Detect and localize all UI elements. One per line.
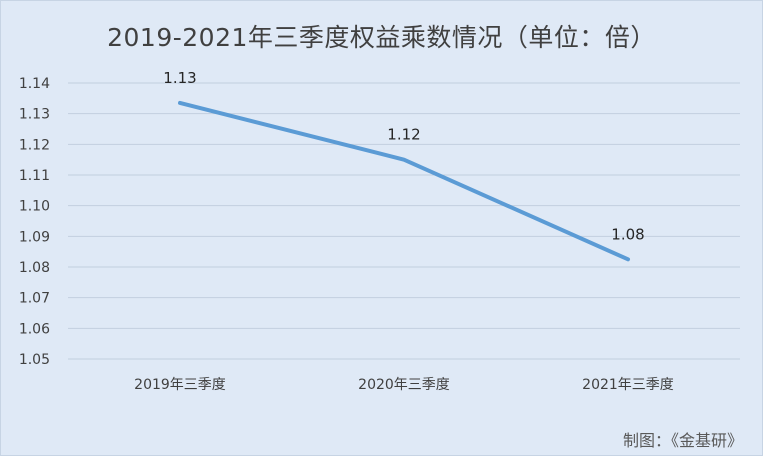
x-tick-label: 2020年三季度 [358,377,450,393]
y-tick-label: 1.09 [19,229,50,245]
y-tick-label: 1.07 [19,291,50,307]
y-tick-label: 1.06 [19,321,50,337]
data-label: 1.13 [163,69,196,87]
data-label: 1.12 [387,126,420,144]
chart-credit: 制图：《金基研》 [622,431,743,450]
chart-title: 2019-2021年三季度权益乘数情况（单位：倍） [107,23,656,52]
y-axis-ticks: 1.14 1.13 1.12 1.11 1.10 1.09 1.08 1.07 1.06 1.05 [19,76,50,368]
x-axis-ticks: 2019年三季度 2020年三季度 2021年三季度 [134,377,674,393]
data-labels: 1.13 1.12 1.08 [163,69,644,243]
y-tick-label: 1.14 [19,76,50,92]
x-tick-label: 2021年三季度 [582,377,674,393]
y-tick-label: 1.12 [19,137,50,153]
data-label: 1.08 [611,225,644,243]
y-tick-label: 1.11 [19,168,50,184]
series-group [178,100,630,262]
x-tick-label: 2019年三季度 [134,377,226,393]
y-tick-label: 1.08 [19,260,50,276]
y-tick-label: 1.10 [19,199,50,215]
y-tick-label: 1.13 [19,107,50,123]
y-tick-label: 1.05 [19,352,50,368]
gridlines [68,82,740,360]
